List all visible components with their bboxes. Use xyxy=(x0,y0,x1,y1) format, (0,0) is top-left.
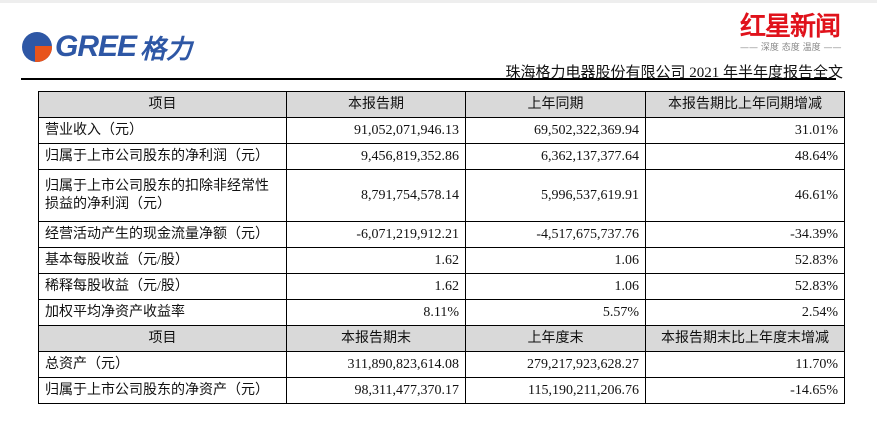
table-cell: 91,052,071,946.13 xyxy=(286,117,466,144)
table-cell: 归属于上市公司股东的净资产（元） xyxy=(38,377,287,404)
document-title: 珠海格力电器股份有限公司 2021 年半年度报告全文 xyxy=(505,65,843,81)
table-cell: -6,071,219,912.21 xyxy=(286,221,466,248)
table-cell: 本报告期末 xyxy=(286,325,466,352)
table-cell: 稀释每股收益（元/股） xyxy=(38,273,287,300)
financial-table: 项目 本报告期 上年同期 本报告期比上年同期增减 营业收入（元） 91,052,071,9… xyxy=(38,91,845,404)
table-header-row: 项目 本报告期 上年同期 本报告期比上年同期增减 xyxy=(38,91,845,118)
table-cell: 31.01% xyxy=(645,117,845,144)
table-cell: 279,217,923,628.27 xyxy=(465,351,646,378)
table-row: 营业收入（元） 91,052,071,946.13 69,502,322,369.9… xyxy=(38,117,845,144)
table-cell: 基本每股收益（元/股） xyxy=(38,247,287,274)
watermark-slogan: —— 深度 态度 温度 —— xyxy=(740,43,842,53)
watermark: 红星新闻 —— 深度 态度 温度 —— xyxy=(740,6,870,56)
table-row: 稀释每股收益（元/股） 1.62 1.06 52.83% xyxy=(38,273,845,300)
table-cell: 归属于上市公司股东的扣除非经常性损益的净利润（元） xyxy=(38,169,287,222)
table-cell: 1.06 xyxy=(465,273,646,300)
table-cell: 52.83% xyxy=(645,247,845,274)
table-cell: 115,190,211,206.76 xyxy=(465,377,646,404)
table-cell: 311,890,823,614.08 xyxy=(286,351,466,378)
logo-text: GREE xyxy=(55,30,137,63)
table-cell: 48.64% xyxy=(645,143,845,170)
table-cell: 8,791,754,578.14 xyxy=(286,169,466,222)
table-cell: -4,517,675,737.76 xyxy=(465,221,646,248)
header-rule xyxy=(21,78,836,80)
table-cell: 2.54% xyxy=(645,299,845,326)
table-cell: 总资产（元） xyxy=(38,351,287,378)
top-strip xyxy=(0,0,877,3)
gree-logo: GREE 格力 xyxy=(22,27,192,67)
table-cell: 1.62 xyxy=(286,247,466,274)
table-cell: 5,996,537,619.91 xyxy=(465,169,646,222)
table-row: 经营活动产生的现金流量净额（元） -6,071,219,912.21 -4,517,… xyxy=(38,221,845,248)
table-cell: 9,456,819,352.86 xyxy=(286,143,466,170)
table-header-row: 项目 本报告期末 上年度末 本报告期末比上年度末增减 xyxy=(38,325,845,352)
logo-cn: 格力 xyxy=(140,34,193,65)
table-cell: 69,502,322,369.94 xyxy=(465,117,646,144)
table-cell: 项目 xyxy=(38,91,287,118)
table-cell: 本报告期末比上年度末增减 xyxy=(645,325,845,352)
table-row: 归属于上市公司股东的净资产（元） 98,311,477,370.17 115,190… xyxy=(38,377,845,404)
table-cell: 5.57% xyxy=(465,299,646,326)
table-row: 归属于上市公司股东的净利润（元） 9,456,819,352.86 6,362,13… xyxy=(38,143,845,170)
watermark-logo: 红星新闻 xyxy=(740,12,841,42)
table-cell: 营业收入（元） xyxy=(38,117,287,144)
table-cell: 52.83% xyxy=(645,273,845,300)
table-row: 加权平均净资产收益率 8.11% 5.57% 2.54% xyxy=(38,299,845,326)
table-cell: 8.11% xyxy=(286,299,466,326)
table-cell: 1.06 xyxy=(465,247,646,274)
table-cell: 98,311,477,370.17 xyxy=(286,377,466,404)
table-row: 总资产（元） 311,890,823,614.08 279,217,923,628.… xyxy=(38,351,845,378)
table-cell: 上年度末 xyxy=(465,325,646,352)
table-cell: 1.62 xyxy=(286,273,466,300)
table-cell: -34.39% xyxy=(645,221,845,248)
table-cell: 项目 xyxy=(38,325,287,352)
table-cell: 本报告期 xyxy=(286,91,466,118)
table-row: 归属于上市公司股东的扣除非经常性损益的净利润（元） 8,791,754,578.1… xyxy=(38,169,845,222)
table-cell: 经营活动产生的现金流量净额（元） xyxy=(38,221,287,248)
table-cell: 归属于上市公司股东的净利润（元） xyxy=(38,143,287,170)
gree-logo-icon xyxy=(22,32,52,62)
table-cell: 46.61% xyxy=(645,169,845,222)
table-row: 基本每股收益（元/股） 1.62 1.06 52.83% xyxy=(38,247,845,274)
table-cell: 11.70% xyxy=(645,351,845,378)
table-cell: 本报告期比上年同期增减 xyxy=(645,91,845,118)
table-cell: -14.65% xyxy=(645,377,845,404)
table-cell: 6,362,137,377.64 xyxy=(465,143,646,170)
table-cell: 加权平均净资产收益率 xyxy=(38,299,287,326)
table-cell: 上年同期 xyxy=(465,91,646,118)
